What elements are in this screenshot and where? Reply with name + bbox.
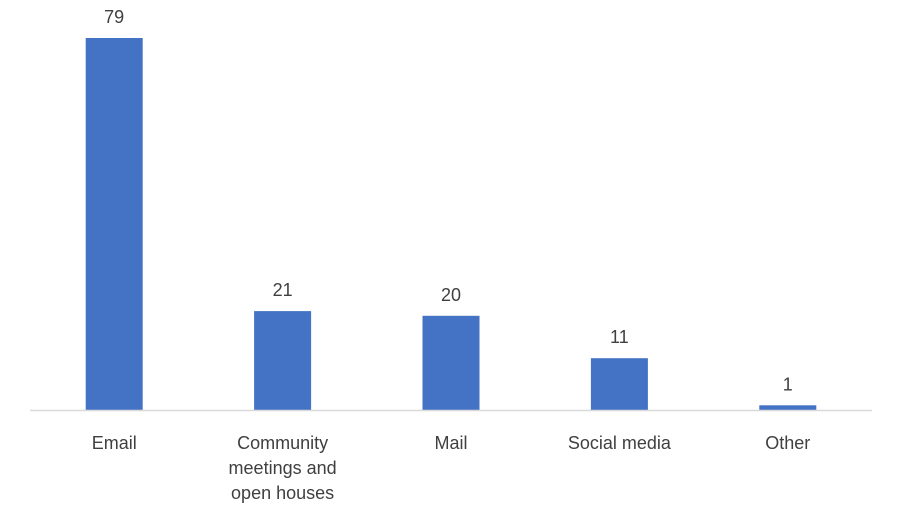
data-label-community-meetings: 21 bbox=[273, 280, 293, 300]
category-label-line: Mail bbox=[434, 433, 467, 453]
data-label-mail: 20 bbox=[441, 285, 461, 305]
bar-mail bbox=[422, 315, 480, 410]
data-label-email: 79 bbox=[104, 7, 124, 27]
category-label-line: Email bbox=[92, 433, 137, 453]
category-label-line: Community bbox=[237, 433, 328, 453]
bars-group bbox=[85, 38, 817, 410]
data-label-other: 1 bbox=[783, 374, 793, 394]
bar-community-meetings bbox=[254, 311, 312, 410]
category-label-email: Email bbox=[92, 433, 137, 453]
bar-social-media bbox=[590, 358, 648, 410]
category-label-line: meetings and bbox=[229, 458, 337, 478]
category-label-line: open houses bbox=[231, 483, 334, 503]
category-label-line: Social media bbox=[568, 433, 672, 453]
category-label-community-meetings: Community meetings and open houses bbox=[229, 433, 337, 503]
bar-other bbox=[759, 405, 817, 410]
category-label-line: Other bbox=[765, 433, 810, 453]
bar-email bbox=[85, 38, 143, 410]
data-label-social-media: 11 bbox=[610, 327, 629, 347]
category-label-social-media: Social media bbox=[568, 433, 672, 453]
category-label-mail: Mail bbox=[434, 433, 467, 453]
category-label-other: Other bbox=[765, 433, 810, 453]
category-labels-group: Email Community meetings and open houses Mai… bbox=[92, 433, 811, 503]
